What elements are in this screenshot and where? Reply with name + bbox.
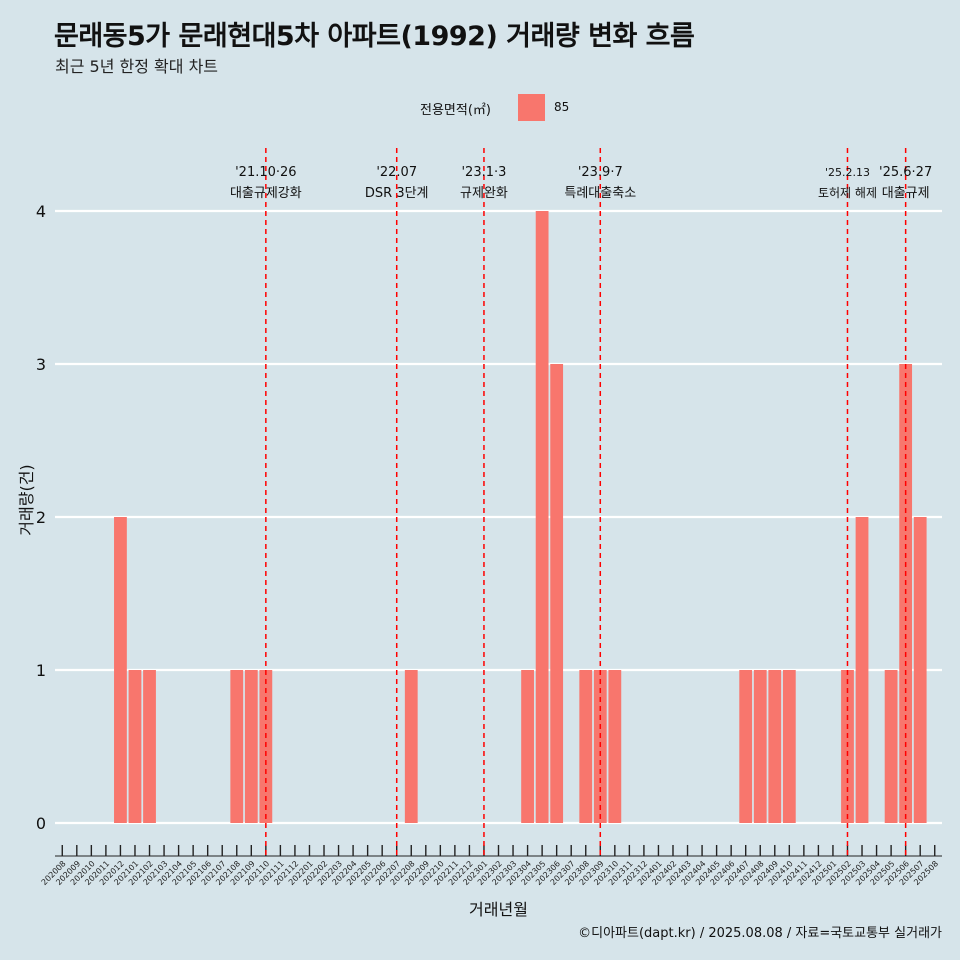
bar-202505	[884, 670, 898, 823]
bar-202109	[244, 670, 258, 823]
y-tick-label: 4	[36, 202, 46, 221]
event-date-202110: '21.10·26	[235, 165, 296, 180]
legend: 전용면적(㎡) 85	[0, 93, 960, 123]
x-axis-title: 거래년월	[469, 900, 528, 919]
legend-key-swatch	[518, 94, 545, 121]
event-date-202301: '23.1·3	[461, 165, 506, 180]
chart-subtitle: 최근 5년 한정 확대 차트	[55, 57, 219, 76]
y-axis-title: 거래량(건)	[17, 464, 36, 535]
event-label-202207: DSR 3단계	[365, 186, 429, 201]
legend-title: 전용면적(㎡)	[420, 103, 491, 118]
bar-202310	[608, 670, 622, 823]
bar-202408	[753, 670, 767, 823]
bar-202409	[768, 670, 782, 823]
bar-202410	[782, 670, 796, 823]
bar-202101	[128, 670, 142, 823]
bar-202012	[114, 517, 127, 823]
bar-202306	[550, 364, 564, 823]
bar-202304	[521, 670, 534, 823]
y-tick-label: 2	[36, 508, 46, 527]
y-tick-label: 1	[36, 661, 46, 680]
event-date-202506: '25.6·27	[879, 165, 932, 180]
bar-202503	[855, 517, 869, 823]
bar-202407	[739, 670, 753, 823]
legend-label: 85	[554, 100, 570, 114]
event-date-202207: '22.07	[376, 165, 417, 180]
y-tick-label: 0	[36, 814, 46, 833]
y-tick-label: 3	[36, 355, 46, 374]
chart-title: 문래동5가 문래현대5차 아파트(1992) 거래량 변화 흐름	[54, 21, 695, 52]
bar-202308	[579, 670, 593, 823]
event-label-202309: 특례대출축소	[564, 186, 636, 201]
event-label-202506: 대출규제	[882, 186, 930, 201]
bar-202102	[143, 670, 156, 823]
bar-202108	[230, 670, 244, 823]
event-label-202502: 토허제 해제	[818, 186, 877, 200]
event-label-202301: 규제완화	[460, 186, 508, 201]
event-date-202309: '23.9·7	[578, 165, 623, 180]
event-label-202110: 대출규제강화	[230, 186, 302, 201]
source-caption: ©디아파트(dapt.kr) / 2025.08.08 / 자료=국토교통부 실…	[578, 926, 942, 941]
bar-202208	[404, 670, 418, 823]
bar-202305	[535, 211, 549, 823]
bar-202507	[913, 517, 927, 823]
event-date-202502: '25.2.13	[825, 166, 870, 179]
